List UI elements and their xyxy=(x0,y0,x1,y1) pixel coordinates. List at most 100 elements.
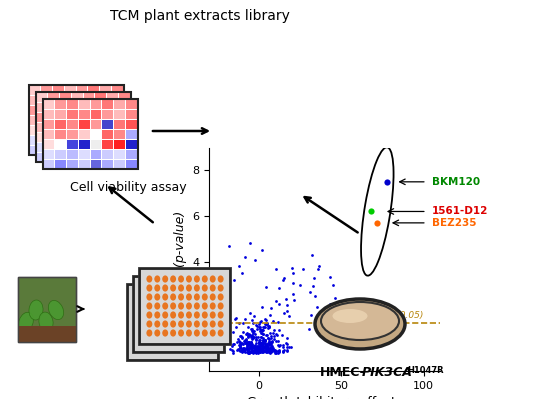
Bar xyxy=(53,105,64,115)
Ellipse shape xyxy=(188,320,194,327)
Point xyxy=(265,324,273,330)
Bar xyxy=(91,160,101,168)
Point xyxy=(235,343,244,349)
Point xyxy=(261,342,270,348)
Bar xyxy=(41,136,52,144)
Point xyxy=(271,350,280,356)
Bar xyxy=(65,95,75,105)
Ellipse shape xyxy=(194,320,200,328)
Ellipse shape xyxy=(178,284,184,292)
Ellipse shape xyxy=(142,346,149,353)
Ellipse shape xyxy=(178,293,184,300)
Point xyxy=(256,346,265,352)
Bar xyxy=(76,136,87,144)
Bar xyxy=(55,130,66,138)
Point xyxy=(242,339,251,345)
Point xyxy=(282,302,291,308)
Point xyxy=(265,345,274,352)
Text: TCM plant extracts library: TCM plant extracts library xyxy=(110,9,290,23)
Point xyxy=(260,337,269,344)
Point xyxy=(247,344,256,351)
Bar xyxy=(95,152,106,162)
Point xyxy=(228,329,237,335)
Point xyxy=(268,318,277,324)
Point xyxy=(274,300,283,307)
Bar xyxy=(128,284,218,359)
Bar xyxy=(79,160,90,168)
Point xyxy=(256,340,265,346)
Bar xyxy=(43,119,54,128)
Point xyxy=(249,320,258,326)
Point xyxy=(240,339,249,345)
Ellipse shape xyxy=(158,291,164,298)
Ellipse shape xyxy=(134,300,140,308)
Point xyxy=(245,310,254,316)
Ellipse shape xyxy=(206,336,212,344)
Ellipse shape xyxy=(210,293,216,300)
Point xyxy=(383,179,392,185)
Bar xyxy=(107,142,118,152)
Point xyxy=(279,342,288,348)
Point xyxy=(235,340,244,346)
Point xyxy=(257,348,266,354)
Point xyxy=(238,335,246,341)
Point xyxy=(310,292,319,299)
Bar xyxy=(29,146,40,154)
Ellipse shape xyxy=(190,336,196,344)
Bar xyxy=(53,146,64,154)
Ellipse shape xyxy=(186,330,192,337)
Ellipse shape xyxy=(196,283,202,290)
Point xyxy=(258,344,267,350)
Point xyxy=(248,350,257,356)
Point xyxy=(290,297,299,304)
Ellipse shape xyxy=(182,318,188,326)
Ellipse shape xyxy=(194,275,200,282)
Point xyxy=(260,344,268,350)
Point xyxy=(271,348,280,354)
Ellipse shape xyxy=(158,309,164,316)
Point xyxy=(259,348,268,354)
Bar xyxy=(119,132,130,142)
Point xyxy=(248,336,256,343)
Bar xyxy=(36,142,47,152)
Bar xyxy=(42,99,138,169)
Point xyxy=(268,344,277,351)
Ellipse shape xyxy=(150,336,156,344)
Point xyxy=(256,346,265,352)
Point xyxy=(269,330,278,337)
Point xyxy=(229,341,238,347)
Point xyxy=(261,344,270,350)
Point xyxy=(248,331,256,338)
Ellipse shape xyxy=(321,302,399,340)
Ellipse shape xyxy=(134,309,140,316)
Point xyxy=(266,338,275,345)
Point xyxy=(267,345,276,351)
Ellipse shape xyxy=(164,328,170,336)
Ellipse shape xyxy=(178,320,184,328)
Bar xyxy=(48,93,59,101)
Point xyxy=(260,348,268,354)
Bar xyxy=(84,122,95,132)
Point xyxy=(261,344,270,350)
Point xyxy=(246,348,255,354)
Ellipse shape xyxy=(158,346,164,353)
Ellipse shape xyxy=(162,275,168,282)
Point xyxy=(282,348,291,354)
Point xyxy=(263,335,272,342)
Bar xyxy=(126,160,137,168)
Point xyxy=(243,331,251,337)
Point xyxy=(255,340,264,347)
Ellipse shape xyxy=(178,311,184,318)
Bar xyxy=(102,99,113,109)
Point xyxy=(253,343,262,349)
Bar xyxy=(119,142,130,152)
Bar xyxy=(67,99,78,109)
Point xyxy=(267,333,276,339)
Point xyxy=(241,347,250,353)
Point xyxy=(265,348,274,354)
Point xyxy=(266,305,275,311)
Point xyxy=(243,347,252,354)
Ellipse shape xyxy=(202,302,208,310)
Bar xyxy=(53,126,64,134)
Point xyxy=(241,330,250,337)
